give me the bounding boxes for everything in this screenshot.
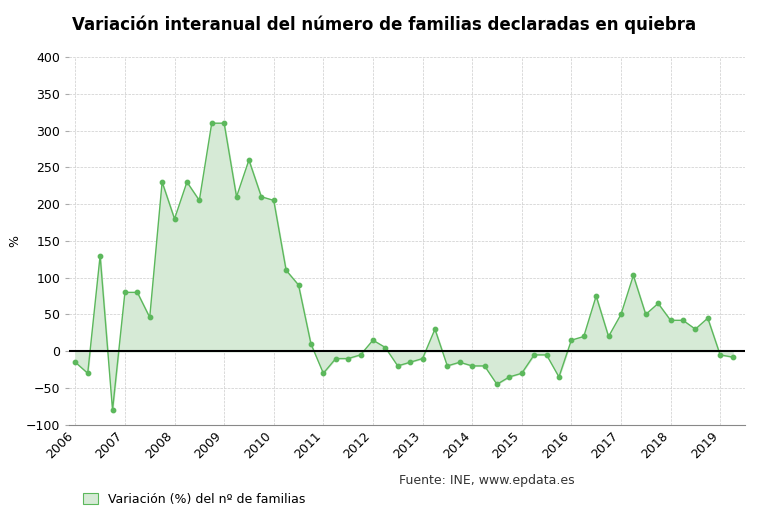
Point (677, 316, 689, 324)
Point (615, 310, 627, 319)
Point (168, 214, 180, 223)
Point (503, 373, 515, 381)
Point (689, 325, 701, 333)
Point (392, 362, 404, 370)
Point (180, 178, 193, 186)
Point (652, 299, 664, 308)
Point (416, 354, 429, 363)
Point (702, 314, 714, 322)
Point (69, 358, 81, 366)
Y-axis label: %: % (8, 235, 22, 247)
Point (727, 353, 739, 361)
Point (81, 369, 94, 378)
Point (515, 369, 528, 378)
Point (218, 119, 230, 127)
Point (491, 380, 503, 388)
Legend: Variación (%) del nº de familias: Variación (%) del nº de familias (83, 493, 305, 506)
Point (317, 369, 329, 378)
Point (144, 313, 156, 322)
Point (131, 288, 144, 296)
Point (565, 336, 578, 344)
Point (454, 358, 466, 366)
Point (379, 343, 392, 352)
Point (293, 281, 305, 289)
Point (206, 119, 218, 127)
Point (342, 354, 354, 363)
Point (590, 292, 602, 300)
Point (466, 362, 478, 370)
Point (255, 193, 267, 201)
Point (429, 325, 441, 333)
Point (664, 316, 677, 324)
Point (280, 266, 293, 275)
Point (94, 251, 106, 260)
Point (267, 196, 280, 205)
Point (541, 351, 553, 359)
Text: Fuente: INE, www.epdata.es: Fuente: INE, www.epdata.es (399, 474, 575, 487)
Point (578, 333, 590, 341)
Point (329, 354, 342, 363)
Point (194, 196, 206, 205)
Point (441, 362, 453, 370)
Point (119, 288, 131, 296)
Point (714, 351, 727, 359)
Point (627, 271, 640, 280)
Point (243, 156, 255, 164)
Point (367, 336, 379, 344)
Point (553, 373, 565, 381)
Point (602, 333, 614, 341)
Point (305, 340, 317, 348)
Point (528, 351, 541, 359)
Text: Variación interanual del número de familias declaradas en quiebra: Variación interanual del número de famil… (72, 16, 696, 34)
Point (156, 178, 168, 186)
Point (478, 362, 491, 370)
Point (354, 351, 366, 359)
Point (404, 358, 416, 366)
Point (640, 310, 652, 319)
Point (107, 406, 119, 414)
Point (230, 193, 243, 201)
